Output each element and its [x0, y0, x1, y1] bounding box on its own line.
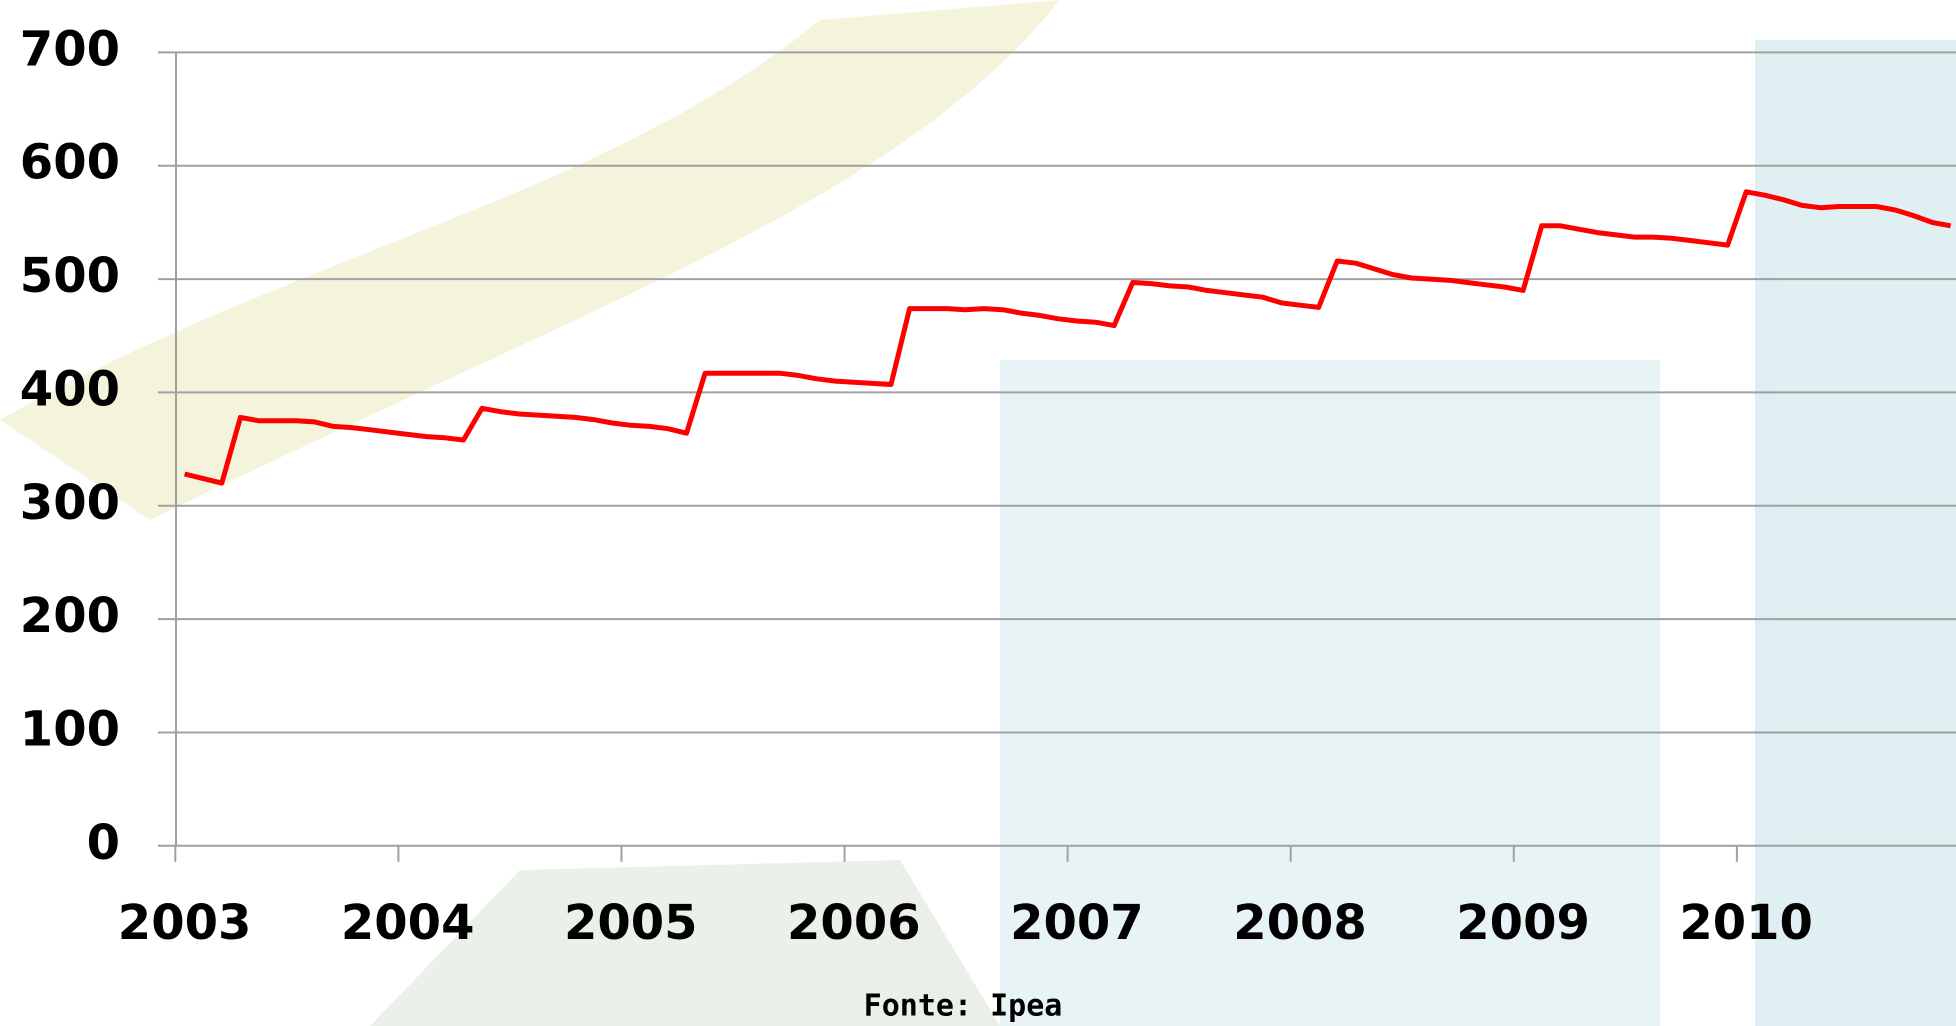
bg-swoosh [0, 0, 1060, 520]
x-tick-label: 2005 [564, 895, 698, 951]
y-tick-label: 400 [20, 361, 120, 417]
y-tick-label: 700 [20, 21, 120, 77]
x-tick-label: 2008 [1233, 895, 1367, 951]
x-tick-label: 2009 [1456, 895, 1590, 951]
x-tick-label: 2007 [1010, 895, 1144, 951]
y-tick-label: 0 [87, 815, 120, 871]
data-line [183, 189, 1952, 486]
y-tick-label: 100 [20, 701, 120, 757]
x-tick-label: 2004 [341, 895, 475, 951]
y-tick-label: 200 [20, 588, 120, 644]
y-tick-label: 600 [20, 135, 120, 191]
x-tick-label: 2010 [1679, 895, 1813, 951]
x-tick-label: 2006 [787, 895, 921, 951]
bg-box [1755, 40, 1956, 1026]
bg-shape [370, 860, 1000, 1026]
source-note: Fonte: Ipea [864, 989, 1063, 1024]
x-tick-label: 2003 [118, 895, 252, 951]
bg-box [1000, 360, 1660, 1026]
y-tick-label: 300 [20, 475, 120, 531]
y-tick-label: 500 [20, 248, 120, 304]
